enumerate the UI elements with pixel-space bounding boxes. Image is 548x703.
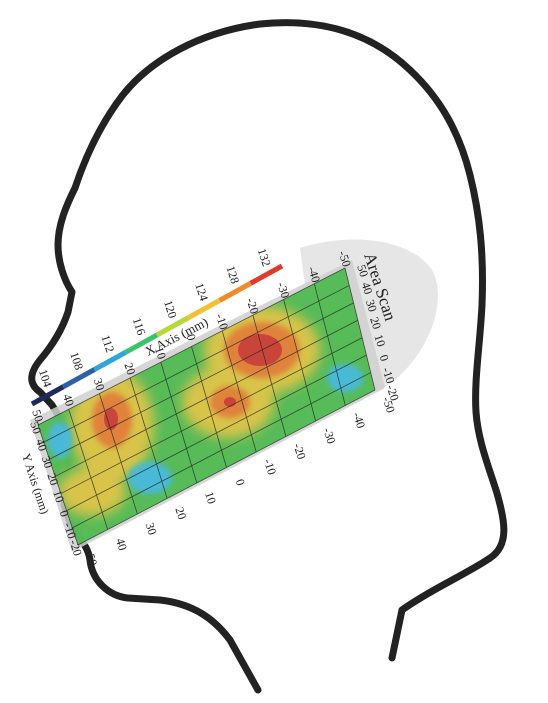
y-tick-label: -10 xyxy=(61,521,79,541)
colorbar-segment xyxy=(124,332,159,355)
x-tick-label: 40 xyxy=(113,536,130,552)
y-tick-label-right: 40 xyxy=(359,280,376,296)
x-tick-label: 0 xyxy=(233,477,248,487)
x-tick-label-top: 10 xyxy=(152,345,169,361)
x-tick-label-top: -50 xyxy=(336,249,354,269)
grid-line-horizontal xyxy=(49,302,354,460)
hotspot-lower-left xyxy=(58,468,126,516)
x-tick-label: 30 xyxy=(143,521,160,537)
y-tick-label: 30 xyxy=(39,454,56,470)
y-tick-label-right: -20 xyxy=(384,383,402,403)
colorbar-segment xyxy=(218,281,252,303)
x-tick-label-top: 30 xyxy=(91,376,108,392)
grid-line-horizontal xyxy=(54,319,359,477)
x-tick-label-top: -20 xyxy=(244,296,262,316)
x-tick-label: 10 xyxy=(202,490,219,506)
colorbar-segment xyxy=(187,298,221,320)
grid-line-horizontal xyxy=(72,372,371,529)
colorbar-tick-label: 120 xyxy=(161,298,180,319)
grid-line-vertical xyxy=(37,424,79,546)
grid-line-vertical xyxy=(313,283,346,406)
y-tick-label: 0 xyxy=(57,508,72,518)
x-tick-label: -10 xyxy=(261,457,279,477)
y-tick-label-right: 30 xyxy=(363,298,380,314)
colorbar-tick-label: 112 xyxy=(99,333,118,354)
x-tick-label-top: -40 xyxy=(305,265,323,285)
y-tick-label-right: 0 xyxy=(377,353,392,363)
x-tick-label-top: 50 xyxy=(29,408,46,424)
y-tick-label: 50 xyxy=(27,420,44,436)
x-tick-label-top: 0 xyxy=(184,332,199,342)
cyan-patch-1 xyxy=(128,462,172,494)
grid-line-vertical xyxy=(283,299,316,422)
x-tick-label: -50 xyxy=(380,395,398,415)
grid-line-horizontal xyxy=(60,337,363,494)
colorbar-tick-label: 104 xyxy=(36,367,55,388)
colorbar-tick-label: 116 xyxy=(130,316,149,337)
label-layer: 50403020100-10-20-30-40-5050403020100-10… xyxy=(27,247,402,568)
red-core-left xyxy=(104,408,118,430)
x-tick-label: -20 xyxy=(291,441,309,461)
y-tick-label-right: -10 xyxy=(379,366,397,386)
y-tick-label: -20 xyxy=(67,538,85,558)
colorbar-segment xyxy=(30,384,65,407)
cyan-patch-3 xyxy=(48,422,72,458)
cyan-patch-2 xyxy=(327,364,363,392)
red-core-center xyxy=(224,397,236,407)
y-tick-label: 20 xyxy=(44,471,61,487)
grid-line-horizontal xyxy=(66,354,367,512)
colorbar-segment xyxy=(62,367,96,389)
x-tick-label-top: -30 xyxy=(274,280,292,300)
y-tick-label: 10 xyxy=(50,488,67,504)
colorbar-segment xyxy=(155,315,190,338)
grid-line-vertical xyxy=(221,330,257,453)
colorbar-tick-label: 108 xyxy=(67,350,86,371)
grid-line-vertical xyxy=(68,409,109,530)
grid-line-vertical xyxy=(191,346,227,468)
grid-line-horizontal xyxy=(37,267,346,426)
colorbar-segment xyxy=(249,263,284,286)
colorbar-tick-label: 124 xyxy=(192,281,211,302)
grid-line-vertical xyxy=(344,267,376,391)
x-tick-label-top: 40 xyxy=(60,392,77,408)
scan-grid-lines xyxy=(37,267,376,546)
y-tick-label-right: 20 xyxy=(367,315,384,331)
x-tick-label: -40 xyxy=(350,410,368,430)
y-tick-label-right: 10 xyxy=(371,333,388,349)
grid-line-vertical xyxy=(99,393,138,515)
colorbar-tick-label: 128 xyxy=(223,264,242,285)
x-tick-label: 50 xyxy=(83,552,100,568)
grid-line-vertical xyxy=(129,377,168,499)
red-core-upper xyxy=(238,334,282,366)
colorbar-segment xyxy=(93,350,127,372)
grid-line-vertical xyxy=(160,362,198,484)
x-tick-label-top: -10 xyxy=(213,312,231,332)
grid-line-horizontal xyxy=(43,285,350,443)
y-tick-label: 40 xyxy=(33,437,50,453)
colorbar-tick-label: 132 xyxy=(255,247,274,268)
x-tick-label-top: 20 xyxy=(121,361,138,377)
y-tick-label-right: 50 xyxy=(354,263,371,279)
grid-line-vertical xyxy=(252,314,287,437)
grid-line-horizontal xyxy=(77,389,376,546)
x-tick-label: 20 xyxy=(172,505,189,521)
x-tick-label: -30 xyxy=(320,426,338,446)
